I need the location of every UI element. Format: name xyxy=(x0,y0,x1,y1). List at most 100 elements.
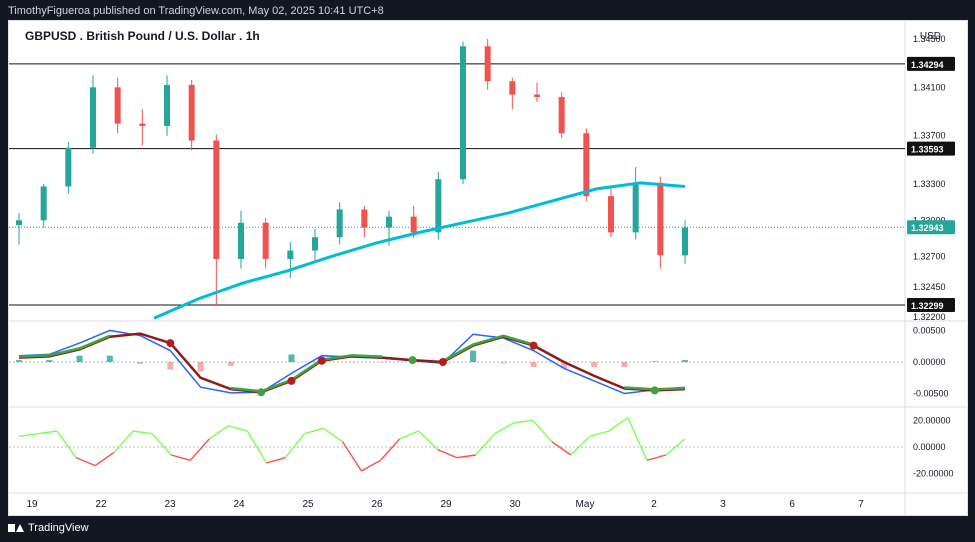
candle xyxy=(657,176,664,269)
oscillator-segment xyxy=(475,433,496,456)
horizontal-level-badge xyxy=(907,298,955,313)
oscillator-segment xyxy=(56,430,77,459)
moving-average-line xyxy=(153,181,686,320)
candle-body xyxy=(484,46,491,82)
macd-bear-marker xyxy=(529,341,538,350)
candle xyxy=(90,75,96,154)
price-tick-label: 1.33300 xyxy=(913,179,946,189)
candle-body xyxy=(287,250,294,259)
oscillator-segment xyxy=(37,430,58,435)
macd-histogram-bar xyxy=(227,362,234,366)
oscillator-segment xyxy=(171,454,191,462)
time-tick-label: 3 xyxy=(720,499,726,510)
macd-tick-label: 0.00000 xyxy=(913,357,946,367)
macd-histogram-bar xyxy=(16,360,22,362)
candle xyxy=(484,39,491,90)
candle xyxy=(534,82,540,102)
oscillator-segment xyxy=(266,456,286,464)
oscillator-segment xyxy=(361,459,381,472)
time-tick-label: 29 xyxy=(440,499,452,510)
price-tick-label: 1.33700 xyxy=(913,131,946,141)
oscillator-segment xyxy=(189,438,210,461)
signal-green-segment xyxy=(18,334,111,358)
time-tick-label: 23 xyxy=(164,499,176,510)
candle-body xyxy=(336,209,343,238)
candle-body xyxy=(65,147,72,187)
oscillator-segment xyxy=(570,435,591,456)
candle-body xyxy=(361,209,368,228)
macd-histogram-bar xyxy=(288,354,295,362)
macd-histogram-bar xyxy=(349,362,355,363)
macd-histogram-bar xyxy=(591,362,598,368)
macd-histogram-bar xyxy=(530,362,537,368)
price-tick-label: 1.32200 xyxy=(913,312,946,322)
candle xyxy=(361,205,368,238)
price-tick-label: 1.34100 xyxy=(913,82,946,92)
time-tick-label: 19 xyxy=(26,499,38,510)
oscillator-segment xyxy=(228,424,248,432)
oscillator-segment xyxy=(399,430,419,440)
oscillator-segment xyxy=(513,419,533,424)
candle-body xyxy=(262,222,269,259)
oscillator-segment xyxy=(246,430,267,464)
candle-body xyxy=(509,81,516,95)
horizontal-level-label: 1.33593 xyxy=(911,145,944,155)
oscillator-tick-label: 20.00000 xyxy=(913,415,951,425)
candle-body xyxy=(534,94,540,98)
candle-body xyxy=(386,216,392,228)
macd-histogram-bar xyxy=(167,362,174,370)
oscillator-segment xyxy=(418,430,439,451)
macd-bull-marker xyxy=(650,386,659,395)
macd-bear-marker xyxy=(287,376,296,385)
macd-histogram-bar xyxy=(197,362,204,372)
candle xyxy=(632,167,639,240)
published-header: TimothyFigueroa published on TradingView… xyxy=(0,0,975,22)
candle xyxy=(40,184,47,228)
candle xyxy=(287,242,294,279)
candle xyxy=(114,77,121,134)
oscillator-segment xyxy=(589,430,610,438)
oscillator-segment xyxy=(456,454,476,459)
candle xyxy=(558,92,565,139)
oscillator-segment xyxy=(304,427,324,435)
oscillator-segment xyxy=(437,449,457,459)
macd-histogram-bar xyxy=(470,350,477,362)
oscillator-segment xyxy=(494,422,515,435)
candle-body xyxy=(213,140,220,259)
oscillator-segment xyxy=(532,419,553,443)
horizontal-level-label: 1.34294 xyxy=(911,60,944,70)
time-tick-label: May xyxy=(576,499,595,510)
candle xyxy=(262,217,269,269)
macd-histogram-bar xyxy=(137,362,144,364)
candle xyxy=(213,134,220,305)
signal-green-segment xyxy=(230,354,383,393)
candle-body xyxy=(410,216,417,233)
tradingview-brand[interactable]: TradingView xyxy=(8,522,89,534)
price-chart-svg[interactable]: 1.345001.341001.337001.333001.330001.327… xyxy=(9,21,967,515)
macd-tick-label: 0.00500 xyxy=(913,325,946,335)
candle xyxy=(460,41,466,185)
last-price-badge xyxy=(907,220,955,235)
candle-body xyxy=(164,84,170,127)
candle xyxy=(682,220,688,264)
candle xyxy=(509,77,516,110)
candle-body xyxy=(16,220,22,226)
candle xyxy=(65,141,72,194)
oscillator-tick-label: 0.00000 xyxy=(913,442,946,452)
oscillator-segment xyxy=(75,457,96,467)
oscillator-tick-label: -20.00000 xyxy=(913,469,954,479)
macd-histogram-bar xyxy=(500,362,507,364)
signal-green-segment xyxy=(442,334,534,363)
candle-body xyxy=(460,46,466,180)
tradingview-logo-icon xyxy=(8,523,24,533)
publisher-text: TimothyFigueroa published on TradingView… xyxy=(8,5,384,17)
candle xyxy=(583,128,590,201)
macd-bear-marker xyxy=(438,358,447,366)
candle xyxy=(336,202,343,245)
candle-body xyxy=(435,179,442,233)
currency-label[interactable]: USD xyxy=(919,31,941,42)
candle xyxy=(16,213,22,245)
candle-body xyxy=(114,87,121,124)
oscillator-segment xyxy=(113,430,134,453)
candle xyxy=(188,80,195,151)
